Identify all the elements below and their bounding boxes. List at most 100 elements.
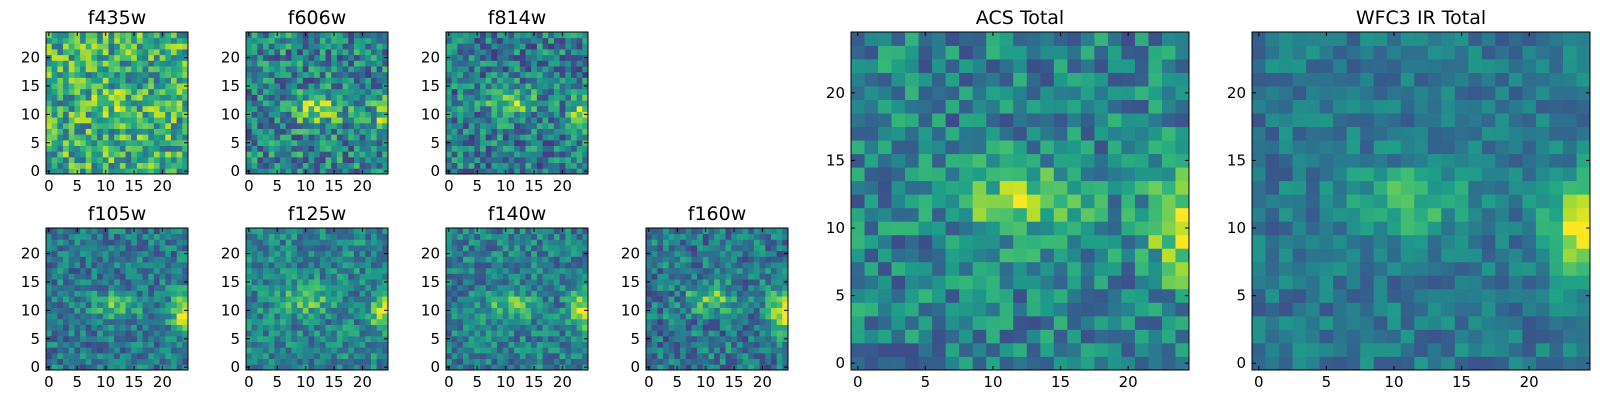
- heatmap-cell: [325, 284, 332, 291]
- heatmap-cell: [97, 156, 104, 164]
- heatmap-cell: [57, 83, 64, 90]
- heatmap-cell: [485, 145, 492, 152]
- heatmap-cell: [945, 288, 960, 303]
- heatmap-cell: [714, 301, 721, 308]
- heatmap-cell: [319, 122, 326, 129]
- heatmap-cell: [246, 122, 253, 129]
- heatmap-cell: [576, 32, 583, 39]
- heatmap-cell: [257, 105, 264, 112]
- heatmap-cell: [370, 239, 378, 246]
- heatmap-cell: [714, 290, 721, 297]
- heatmap-cell: [851, 248, 865, 263]
- heatmap-cell: [864, 221, 879, 236]
- heatmap-cell: [359, 49, 366, 56]
- heatmap-cell: [91, 88, 98, 95]
- heatmap-cell: [97, 228, 104, 235]
- heatmap-cell: [1175, 288, 1190, 303]
- heatmap-cell: [508, 313, 515, 320]
- heatmap-cell: [125, 111, 132, 118]
- heatmap-cell: [85, 284, 92, 291]
- heatmap-cell: [257, 43, 264, 50]
- heatmap-cell: [314, 313, 321, 320]
- heatmap-cell: [451, 71, 458, 78]
- heatmap-cell: [176, 54, 183, 61]
- heatmap-cell: [176, 151, 183, 158]
- heatmap-cell: [514, 151, 521, 158]
- heatmap-cell: [905, 275, 919, 290]
- heatmap-cell: [125, 352, 132, 360]
- x-tick-label: 10: [296, 177, 315, 195]
- x-tick-label: 15: [524, 373, 543, 391]
- heatmap-cell: [80, 279, 87, 286]
- heatmap-cell: [136, 364, 143, 371]
- heatmap-cell: [85, 245, 92, 252]
- heatmap-cell: [918, 153, 933, 168]
- heatmap-cell: [918, 180, 933, 195]
- heatmap-cell: [525, 139, 532, 146]
- heatmap-cell: [891, 302, 906, 317]
- heatmap-cell: [251, 145, 258, 152]
- heatmap-cell: [646, 262, 653, 269]
- heatmap-cell: [731, 324, 738, 331]
- heatmap-cell: [680, 250, 687, 257]
- heatmap-cell: [508, 117, 515, 124]
- heatmap-cell: [370, 256, 378, 263]
- y-tick-label: 5: [30, 134, 40, 152]
- heatmap-cell: [131, 318, 138, 325]
- heatmap-cell: [165, 324, 172, 331]
- heatmap-cell: [119, 307, 126, 314]
- heatmap-cell: [776, 267, 783, 274]
- heatmap-cell: [274, 296, 281, 303]
- heatmap-cell: [502, 100, 509, 107]
- heatmap-cell: [576, 66, 583, 73]
- heatmap-cell: [376, 352, 383, 360]
- heatmap-cell: [68, 228, 75, 235]
- heatmap-cell: [297, 262, 304, 269]
- heatmap-cell: [1053, 207, 1068, 222]
- heatmap-cell: [285, 60, 292, 67]
- heatmap-cell: [57, 239, 64, 246]
- heatmap-cell: [480, 105, 487, 112]
- heatmap-cell: [291, 122, 298, 129]
- heatmap-cell: [570, 347, 578, 354]
- heatmap-cell: [319, 111, 326, 118]
- heatmap-cell: [457, 94, 464, 101]
- heatmap-cell: [46, 341, 53, 348]
- heatmap-cell: [359, 83, 366, 90]
- heatmap-cell: [570, 335, 578, 342]
- heatmap-cell: [519, 301, 526, 308]
- heatmap-cell: [108, 364, 115, 371]
- heatmap-cell: [331, 358, 338, 365]
- heatmap-cell: [63, 105, 70, 112]
- heatmap-cell: [182, 228, 189, 235]
- heatmap-cell: [102, 117, 109, 124]
- heatmap-cell: [91, 239, 98, 246]
- heatmap-cell: [576, 273, 583, 280]
- heatmap-cell: [108, 32, 115, 39]
- heatmap-cell: [770, 318, 778, 325]
- heatmap-cell: [136, 256, 143, 263]
- heatmap-cell: [68, 122, 75, 129]
- heatmap-cell: [159, 151, 166, 158]
- heatmap-cell: [365, 71, 372, 78]
- heatmap-cell: [559, 156, 566, 164]
- heatmap-cell: [176, 313, 183, 320]
- heatmap-cell: [302, 122, 309, 129]
- heatmap-cell: [85, 77, 92, 84]
- heatmap-cell: [759, 324, 766, 331]
- heatmap-cell: [308, 330, 315, 337]
- heatmap-cell: [325, 94, 332, 101]
- heatmap-cell: [159, 335, 166, 342]
- heatmap-cell: [918, 234, 933, 249]
- heatmap-cell: [257, 111, 264, 118]
- heatmap-cell: [63, 290, 70, 297]
- heatmap-cell: [170, 37, 178, 44]
- heatmap-cell: [51, 122, 58, 129]
- heatmap-cell: [119, 296, 126, 303]
- heatmap-cell: [480, 358, 487, 365]
- heatmap-cell: [565, 37, 572, 44]
- heatmap-cell: [91, 290, 98, 297]
- heatmap-cell: [153, 139, 160, 146]
- heatmap-cell: [280, 284, 287, 291]
- heatmap-cell: [565, 267, 572, 274]
